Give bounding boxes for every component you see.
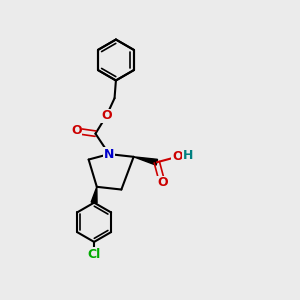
Text: O: O <box>157 176 168 189</box>
Text: N: N <box>104 148 114 160</box>
Polygon shape <box>134 157 158 165</box>
Text: O: O <box>101 110 112 122</box>
Polygon shape <box>91 187 97 203</box>
Text: H: H <box>183 149 194 162</box>
Text: O: O <box>71 124 82 137</box>
Text: Cl: Cl <box>88 248 101 261</box>
Text: O: O <box>172 150 183 163</box>
